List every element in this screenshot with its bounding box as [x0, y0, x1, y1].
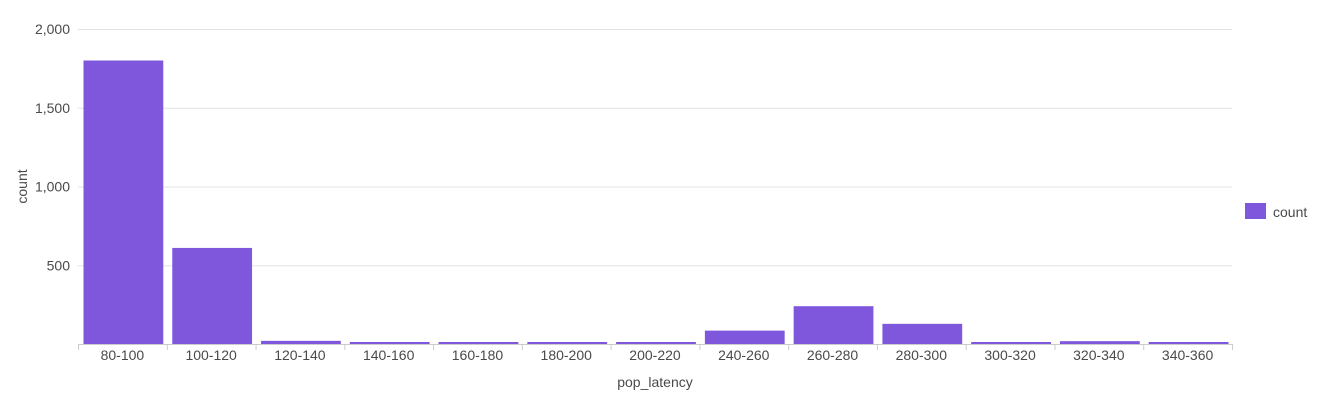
bar — [438, 342, 519, 344]
bar — [349, 342, 430, 344]
x-tick-label: 240-260 — [718, 347, 770, 363]
x-tick-label: 120-140 — [274, 347, 326, 363]
legend-label: count — [1273, 204, 1307, 220]
legend-swatch — [1245, 203, 1266, 219]
x-axis-title: pop_latency — [617, 374, 693, 390]
y-tick-label: 500 — [47, 257, 71, 273]
bar — [616, 342, 696, 344]
x-tick-label: 160-180 — [452, 347, 504, 363]
x-tick-labels: 80-100 100-120 120-140 140-160 160-180 180-20… — [101, 347, 1214, 363]
bar — [1148, 342, 1229, 344]
bar — [261, 340, 341, 344]
x-tick-label: 300-320 — [984, 347, 1036, 363]
x-tick-label: 200-220 — [629, 347, 681, 363]
y-tick-label: 1,500 — [35, 100, 70, 116]
x-tick-label: 260-280 — [807, 347, 859, 363]
y-axis-title: count — [14, 169, 30, 203]
x-tick-label: 140-160 — [363, 347, 415, 363]
bar — [971, 342, 1051, 344]
y-tick-labels: 500 1,000 1,500 2,000 — [35, 21, 70, 273]
bar — [793, 306, 874, 344]
x-tick-label: 340-360 — [1162, 347, 1214, 363]
y-tick-label: 2,000 — [35, 21, 70, 37]
x-tick-label: 280-300 — [896, 347, 948, 363]
bar — [1059, 341, 1140, 344]
x-tick-label: 80-100 — [101, 347, 145, 363]
bar — [172, 247, 253, 344]
y-tick-label: 1,000 — [35, 179, 70, 195]
x-tick-label: 320-340 — [1073, 347, 1125, 363]
legend: count — [1245, 203, 1307, 220]
bar — [527, 342, 608, 344]
bar — [83, 60, 164, 344]
bar — [704, 330, 785, 344]
x-tick-label: 180-200 — [541, 347, 593, 363]
bar — [882, 323, 963, 344]
axes — [78, 344, 1233, 350]
gridlines — [78, 29, 1232, 267]
x-tick-label: 100-120 — [185, 347, 237, 363]
bars — [83, 60, 1229, 344]
